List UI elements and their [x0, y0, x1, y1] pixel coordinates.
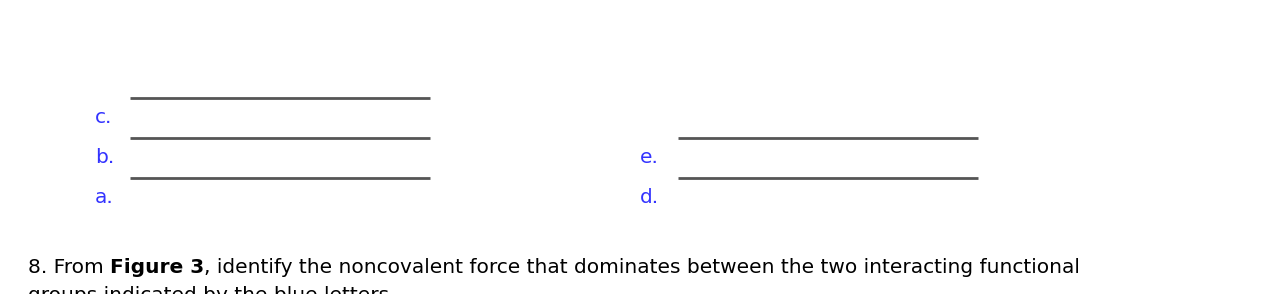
Text: c.: c. [95, 108, 113, 127]
Text: b.: b. [95, 148, 114, 167]
Text: 8. From: 8. From [28, 258, 110, 277]
Text: groups indicated by the blue letters.: groups indicated by the blue letters. [28, 286, 395, 294]
Text: e.: e. [639, 148, 659, 167]
Text: a.: a. [95, 188, 114, 207]
Text: d.: d. [639, 188, 659, 207]
Text: , identify the noncovalent force that dominates between the two interacting func: , identify the noncovalent force that do… [204, 258, 1080, 277]
Text: Figure 3: Figure 3 [110, 258, 204, 277]
